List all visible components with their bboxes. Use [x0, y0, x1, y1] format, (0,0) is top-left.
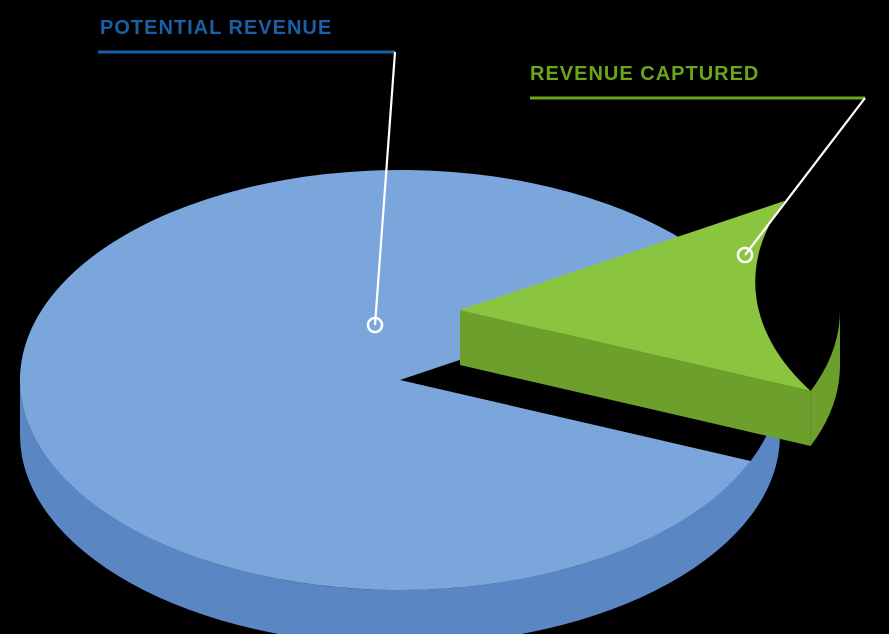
potential-revenue-label: POTENTIAL REVENUE	[100, 17, 332, 39]
revenue-captured-label: REVENUE CAPTURED	[530, 63, 759, 85]
revenue-pie-chart: POTENTIAL REVENUE REVENUE CAPTURED	[0, 0, 889, 634]
revenue-captured-leader	[745, 98, 865, 255]
pulled-slice-outer-wall	[811, 310, 840, 446]
